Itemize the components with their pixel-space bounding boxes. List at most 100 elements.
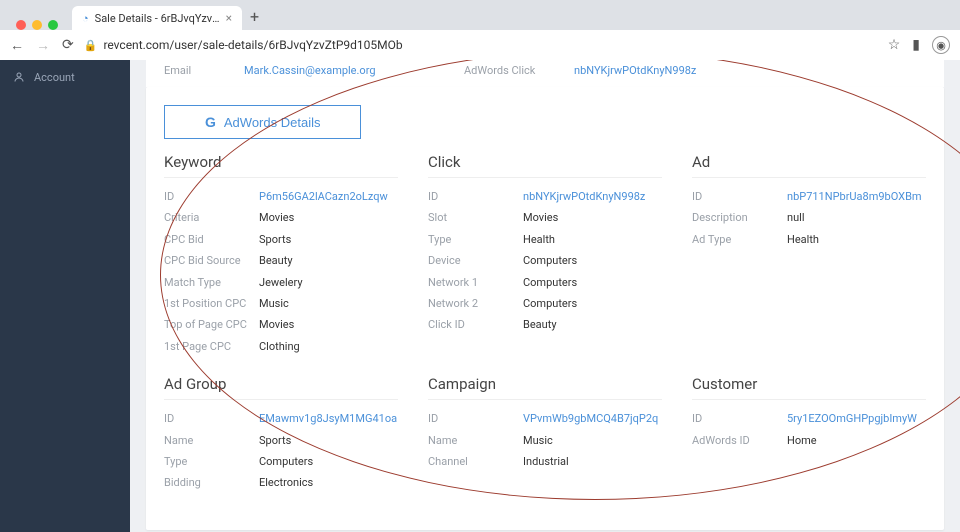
kv-value[interactable]: nbNYKjrwPOtdKnyN998z bbox=[523, 189, 645, 204]
kv-key: Top of Page CPC bbox=[164, 317, 259, 332]
kv-row: CriteriaMovies bbox=[164, 207, 398, 228]
kv-row: Top of Page CPCMovies bbox=[164, 314, 398, 335]
close-window-icon[interactable] bbox=[16, 20, 26, 30]
email-value[interactable]: Mark.Cassin@example.org bbox=[244, 64, 376, 77]
kv-value[interactable]: 5ry1EZOOmGHPpgjbImyW bbox=[787, 411, 917, 426]
kv-value: Sports bbox=[259, 433, 291, 448]
kv-key: Match Type bbox=[164, 275, 259, 290]
kv-value: Health bbox=[523, 232, 555, 247]
adgroup-section: Ad Group IDEMawmv1g8JsyM1MG41oaNameSport… bbox=[164, 375, 398, 494]
email-label: Email bbox=[164, 64, 214, 77]
kv-row: NameSports bbox=[164, 430, 398, 451]
kv-row: IDVPvmWb9gbMCQ4B7jqP2q bbox=[428, 408, 662, 429]
kv-row: BiddingElectronics bbox=[164, 472, 398, 493]
lock-icon: 🔒 bbox=[84, 39, 98, 52]
section-title: Ad bbox=[692, 153, 926, 178]
kv-row: Click IDBeauty bbox=[428, 314, 662, 335]
kv-key: ID bbox=[692, 411, 787, 426]
forward-button[interactable]: → bbox=[36, 37, 50, 54]
kv-row: SlotMovies bbox=[428, 207, 662, 228]
kv-key: Device bbox=[428, 253, 523, 268]
kv-row: Network 2Computers bbox=[428, 293, 662, 314]
extension-icon[interactable]: ▮ bbox=[912, 37, 920, 53]
kv-row: Network 1Computers bbox=[428, 272, 662, 293]
section-title: Campaign bbox=[428, 375, 662, 400]
minimize-window-icon[interactable] bbox=[32, 20, 42, 30]
kv-key: Name bbox=[164, 433, 259, 448]
keyword-section: Keyword IDP6m56GA2lACazn2oLzqwCriteriaMo… bbox=[164, 153, 398, 357]
kv-key: Click ID bbox=[428, 317, 523, 332]
user-icon bbox=[12, 70, 26, 84]
sidebar: Account bbox=[0, 60, 130, 532]
kv-key: Channel bbox=[428, 454, 523, 469]
window-controls bbox=[8, 12, 66, 30]
kv-value: Movies bbox=[259, 317, 294, 332]
kv-key: CPC Bid Source bbox=[164, 253, 259, 268]
adwords-button-label: AdWords Details bbox=[224, 115, 321, 130]
google-icon: G bbox=[205, 114, 216, 130]
kv-value: Computers bbox=[523, 296, 577, 311]
kv-key: ID bbox=[692, 189, 787, 204]
kv-value: Movies bbox=[259, 210, 294, 225]
kv-row: ID5ry1EZOOmGHPpgjbImyW bbox=[692, 408, 926, 429]
sidebar-item-account[interactable]: Account bbox=[0, 64, 130, 90]
new-tab-button[interactable]: + bbox=[242, 3, 267, 30]
browser-chrome: ◔ Sale Details - 6rBJvqYzvZtP9… × + ← → … bbox=[0, 0, 960, 60]
profile-icon[interactable]: ◉ bbox=[932, 36, 950, 54]
kv-key: Type bbox=[428, 232, 523, 247]
kv-key: ID bbox=[428, 189, 523, 204]
reload-button[interactable]: ⟳ bbox=[62, 37, 74, 54]
kv-row: IDP6m56GA2lACazn2oLzqw bbox=[164, 186, 398, 207]
kv-row: Match TypeJewelery bbox=[164, 272, 398, 293]
address-bar[interactable]: 🔒 revcent.com/user/sale-details/6rBJvqYz… bbox=[84, 38, 878, 52]
kv-value[interactable]: nbP711NPbrUa8m9bOXBm bbox=[787, 189, 922, 204]
sidebar-item-label: Account bbox=[34, 71, 75, 84]
kv-row: TypeComputers bbox=[164, 451, 398, 472]
maximize-window-icon[interactable] bbox=[48, 20, 58, 30]
kv-row: Ad TypeHealth bbox=[692, 229, 926, 250]
kv-row: ChannelIndustrial bbox=[428, 451, 662, 472]
adwords-card: G AdWords Details Keyword IDP6m56GA2lACa… bbox=[146, 87, 944, 530]
kv-key: Name bbox=[428, 433, 523, 448]
kv-row: 1st Page CPCClothing bbox=[164, 336, 398, 357]
kv-row: CPC Bid SourceBeauty bbox=[164, 250, 398, 271]
tab-favicon: ◔ bbox=[82, 12, 89, 25]
kv-value[interactable]: P6m56GA2lACazn2oLzqw bbox=[259, 189, 388, 204]
customer-section: Customer ID5ry1EZOOmGHPpgjbImyWAdWords I… bbox=[692, 375, 926, 494]
kv-key: 1st Position CPC bbox=[164, 296, 259, 311]
kv-value: Computers bbox=[523, 253, 577, 268]
kv-value: Jewelery bbox=[259, 275, 303, 290]
kv-row: Descriptionnull bbox=[692, 207, 926, 228]
kv-value[interactable]: VPvmWb9gbMCQ4B7jqP2q bbox=[523, 411, 658, 426]
back-button[interactable]: ← bbox=[10, 37, 24, 54]
kv-value: Clothing bbox=[259, 339, 300, 354]
kv-value: Sports bbox=[259, 232, 291, 247]
main-content: Email Mark.Cassin@example.org AdWords Cl… bbox=[130, 60, 960, 532]
kv-key: 1st Page CPC bbox=[164, 339, 259, 354]
kv-value: Music bbox=[523, 433, 553, 448]
tab-close-icon[interactable]: × bbox=[226, 11, 232, 25]
kv-key: Criteria bbox=[164, 210, 259, 225]
kv-key: Description bbox=[692, 210, 787, 225]
kv-key: Ad Type bbox=[692, 232, 787, 247]
kv-row: TypeHealth bbox=[428, 229, 662, 250]
section-title: Customer bbox=[692, 375, 926, 400]
kv-value: Electronics bbox=[259, 475, 313, 490]
bookmark-icon[interactable]: ☆ bbox=[888, 37, 901, 53]
kv-value: Health bbox=[787, 232, 819, 247]
kv-value: null bbox=[787, 210, 805, 225]
adwords-details-button[interactable]: G AdWords Details bbox=[164, 105, 361, 139]
kv-row: 1st Position CPCMusic bbox=[164, 293, 398, 314]
section-title: Click bbox=[428, 153, 662, 178]
kv-value[interactable]: EMawmv1g8JsyM1MG41oa bbox=[259, 411, 397, 426]
adwords-click-value[interactable]: nbNYKjrwPOtdKnyN998z bbox=[574, 64, 696, 77]
kv-row: DeviceComputers bbox=[428, 250, 662, 271]
kv-key: Type bbox=[164, 454, 259, 469]
tab-title: Sale Details - 6rBJvqYzvZtP9… bbox=[95, 12, 220, 25]
campaign-section: Campaign IDVPvmWb9gbMCQ4B7jqP2q NameMusic… bbox=[428, 375, 662, 494]
kv-key: Network 2 bbox=[428, 296, 523, 311]
browser-tab[interactable]: ◔ Sale Details - 6rBJvqYzvZtP9… × bbox=[72, 6, 242, 30]
kv-value: Home bbox=[787, 433, 817, 448]
section-title: Keyword bbox=[164, 153, 398, 178]
kv-value: Industrial bbox=[523, 454, 569, 469]
